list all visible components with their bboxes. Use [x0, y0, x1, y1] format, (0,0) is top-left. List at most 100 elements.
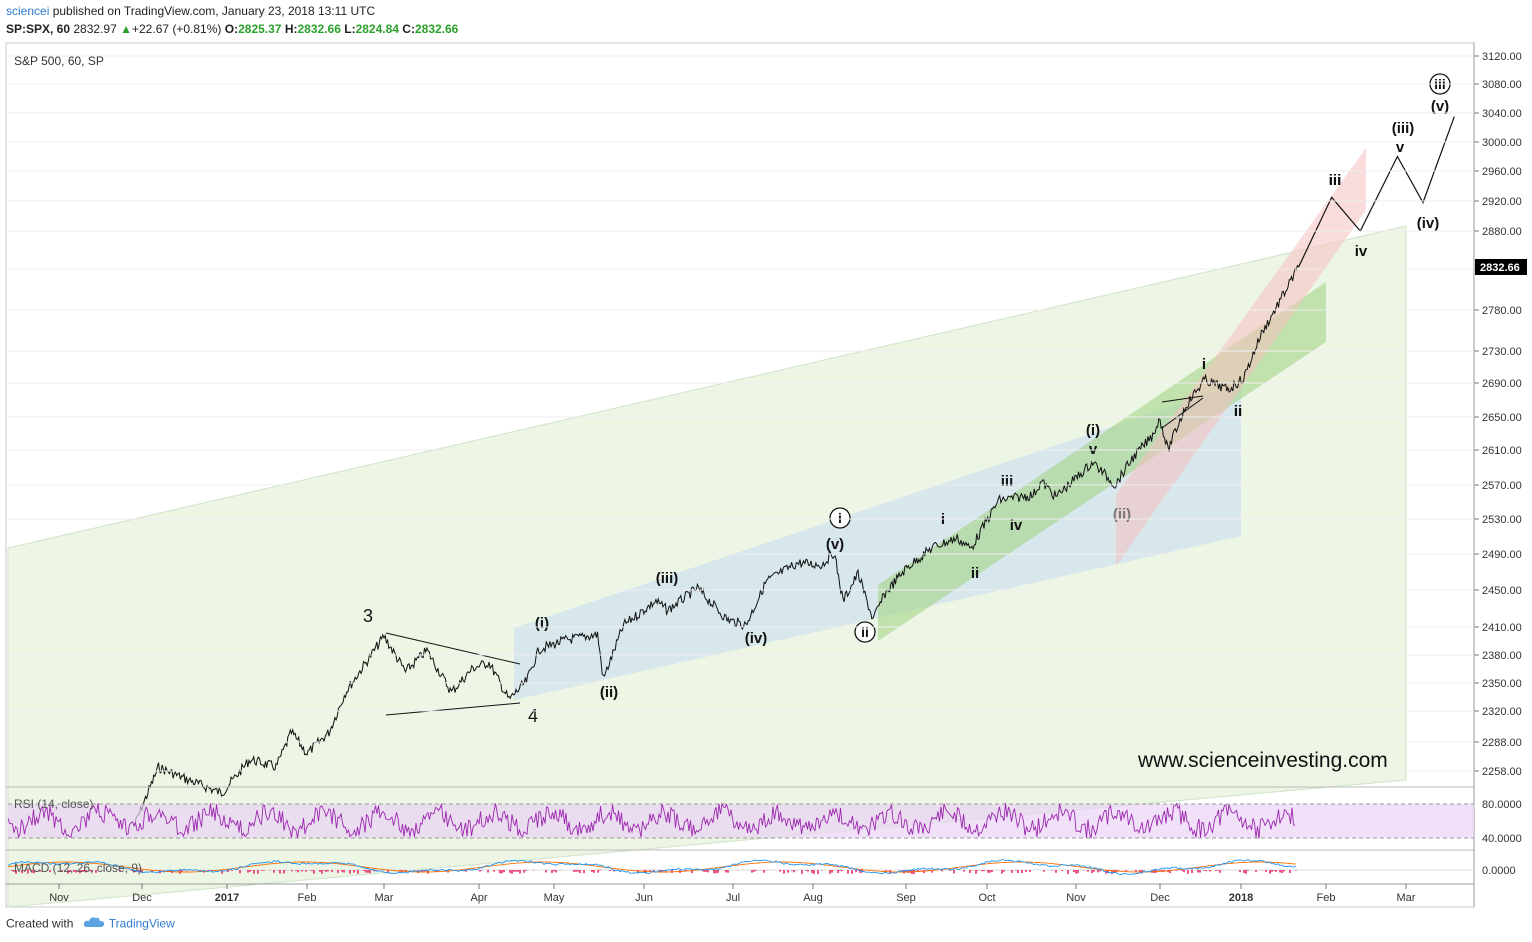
y-tick-label: 2960.00: [1482, 166, 1522, 178]
y-tick-label: 2350.00: [1482, 678, 1522, 690]
x-tick-label: Sep: [896, 892, 916, 904]
circled-wave-label: ii: [861, 624, 869, 640]
wave-label: iv: [1355, 243, 1368, 260]
rsi-label: RSI (14, close): [14, 797, 93, 811]
macd-line: [8, 858, 1297, 875]
x-tick-label: 2018: [1229, 892, 1253, 904]
wave-label: ii: [1234, 403, 1242, 420]
publish-info: sciencei published on TradingView.com, J…: [6, 4, 375, 18]
wave-label: (v): [826, 536, 844, 553]
wave-label: ii: [1234, 403, 1242, 420]
channel-blue: [514, 383, 1241, 700]
x-tick-label: May: [544, 892, 565, 904]
y-tick-label: 2920.00: [1482, 196, 1522, 208]
x-tick-label: Feb: [298, 892, 317, 904]
low-label: L:: [344, 22, 356, 36]
watermark-url: www.scienceinvesting.com: [1137, 749, 1388, 772]
y-tick-label: 2320.00: [1482, 706, 1522, 718]
y-tick-label: 3040.00: [1482, 108, 1522, 120]
tradingview-link[interactable]: TradingView: [108, 916, 175, 931]
y-tick-label: 2288.00: [1482, 737, 1522, 749]
price-series: [133, 264, 1299, 828]
x-tick-label: Oct: [978, 892, 995, 904]
high-value: 2832.66: [297, 22, 341, 36]
y-tick-label: 3000.00: [1482, 137, 1522, 149]
x-tick-label: 2017: [215, 892, 239, 904]
x-tick-label: Feb: [1317, 892, 1336, 904]
open-label: O:: [224, 22, 239, 36]
wave-label: (ii): [600, 684, 618, 701]
wave-label: (v): [1431, 98, 1449, 115]
x-tick-label: Mar: [375, 892, 394, 904]
wave-label: (iv): [745, 630, 768, 647]
y-tick-label: 3120.00: [1482, 51, 1522, 63]
x-tick-label: Aug: [803, 892, 823, 904]
published-text: published on TradingView.com, January 23…: [52, 4, 376, 18]
footer: Created with TradingView: [6, 916, 175, 933]
y-tick-label: 2610.00: [1482, 445, 1522, 457]
y-tick-label: 2650.00: [1482, 412, 1522, 424]
wave-label: iii: [1329, 172, 1342, 189]
wave-label: 3: [363, 606, 373, 626]
rsi-tick-label: 40.0000: [1482, 833, 1522, 845]
macd-label: MACD (12, 26, close, 9): [14, 861, 142, 875]
x-tick-label: Jul: [726, 892, 740, 904]
y-tick-label: 2410.00: [1482, 622, 1522, 634]
wave-label: (i): [535, 615, 549, 632]
x-tick-label: Nov: [1066, 892, 1086, 904]
last-price: 2832.97: [73, 22, 117, 36]
wave-label: 4: [528, 706, 538, 726]
wave-label: iv: [1010, 517, 1023, 534]
wave-label: (i): [1086, 422, 1100, 439]
wedge-line-bottom: [1161, 397, 1204, 429]
last-price-tag-bg: [1475, 258, 1527, 275]
close-value: 2832.66: [414, 22, 459, 36]
y-tick-label: 2450.00: [1482, 585, 1522, 597]
y-tick-label: 2690.00: [1482, 378, 1522, 390]
created-with-text: Created with: [6, 916, 74, 931]
macd-tick-label: 0.0000: [1482, 865, 1516, 877]
y-tick-label: 3080.00: [1482, 79, 1522, 91]
y-tick-label: 2570.00: [1482, 480, 1522, 492]
symbol-ohlc-line: SP:SPX, 60 2832.97 ▲+22.67 (+0.81%) O:28…: [6, 22, 458, 36]
wave-label: (iii): [1392, 120, 1415, 137]
rsi-tick-label: 80.0000: [1482, 799, 1522, 811]
tradingview-cloud-icon: [83, 916, 105, 931]
x-tick-label: Mar: [1397, 892, 1416, 904]
projection-path: [1298, 116, 1455, 268]
y-tick-label: 2530.00: [1482, 514, 1522, 526]
wave-label: i: [1202, 356, 1206, 373]
triangle-lower-line: [385, 702, 521, 716]
triangle-upper-line: [385, 632, 521, 665]
circled-wave-marker: [829, 507, 851, 529]
wave-label: iii: [1329, 172, 1342, 189]
x-tick-label: Dec: [1150, 892, 1170, 904]
circled-wave-label: i: [838, 510, 842, 526]
pane-title: S&P 500, 60, SP: [14, 54, 104, 68]
up-arrow-icon: ▲: [120, 22, 132, 36]
high-label: H:: [284, 22, 298, 36]
x-tick-label: Jun: [635, 892, 653, 904]
channel-pink: [1116, 148, 1366, 566]
wave-label: ii: [971, 565, 979, 582]
wave-label: v: [1396, 139, 1405, 156]
symbol-label: SP:SPX, 60: [6, 22, 71, 36]
rsi-line: [7, 802, 1296, 839]
x-tick-label: Nov: [49, 892, 69, 904]
wave-label: (iv): [1417, 215, 1440, 232]
close-label: C:: [402, 22, 415, 36]
y-tick-label: 2380.00: [1482, 650, 1522, 662]
wave-label: (ii): [1113, 506, 1131, 523]
rsi-band: [8, 804, 1474, 838]
y-tick-label: 2780.00: [1482, 305, 1522, 317]
wave-label: (iii): [656, 570, 679, 587]
y-tick-label: 2880.00: [1482, 226, 1522, 238]
last-price-tag: 2832.66: [1480, 262, 1520, 274]
y-tick-label: 2490.00: [1482, 549, 1522, 561]
author-link[interactable]: sciencei: [6, 4, 50, 18]
low-value: 2824.84: [355, 22, 399, 36]
y-tick-label: 2258.00: [1482, 766, 1522, 778]
y-tick-label: 2730.00: [1482, 346, 1522, 358]
wedge-line-top: [1161, 395, 1204, 403]
